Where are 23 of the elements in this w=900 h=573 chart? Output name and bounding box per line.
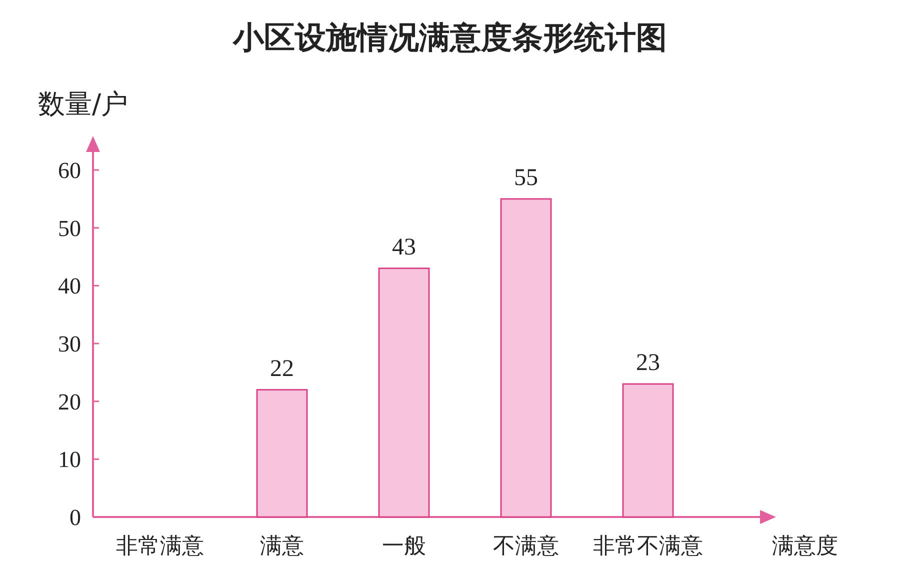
y-tick-label: 30: [58, 332, 81, 356]
y-tick-label: 40: [58, 274, 81, 299]
x-tick-label: 满意: [260, 534, 304, 559]
x-tick-label: 不满意: [493, 534, 559, 559]
y-tick-label: 60: [58, 158, 81, 183]
bar: [256, 389, 308, 518]
y-tick-label: 10: [58, 447, 81, 472]
bar: [378, 268, 430, 518]
y-tick-label: 20: [58, 389, 81, 414]
y-tick-label: 50: [58, 216, 81, 241]
y-tick-label: 0: [70, 505, 81, 530]
data-label: 55: [514, 164, 538, 191]
x-tick-label: 非常不满意: [593, 534, 703, 559]
x-tick-label: 一般: [382, 534, 426, 559]
data-label: 23: [636, 350, 660, 376]
chart-title: 小区设施情况满意度条形统计图: [232, 20, 667, 56]
y-axis-title: 数量/户: [38, 89, 128, 120]
x-axis-title: 满意度: [772, 534, 838, 559]
data-label: 22: [270, 356, 294, 382]
data-label: 43: [392, 234, 416, 260]
bar: [500, 198, 552, 518]
x-tick-label: 非常满意: [116, 534, 204, 559]
bar: [622, 383, 674, 518]
